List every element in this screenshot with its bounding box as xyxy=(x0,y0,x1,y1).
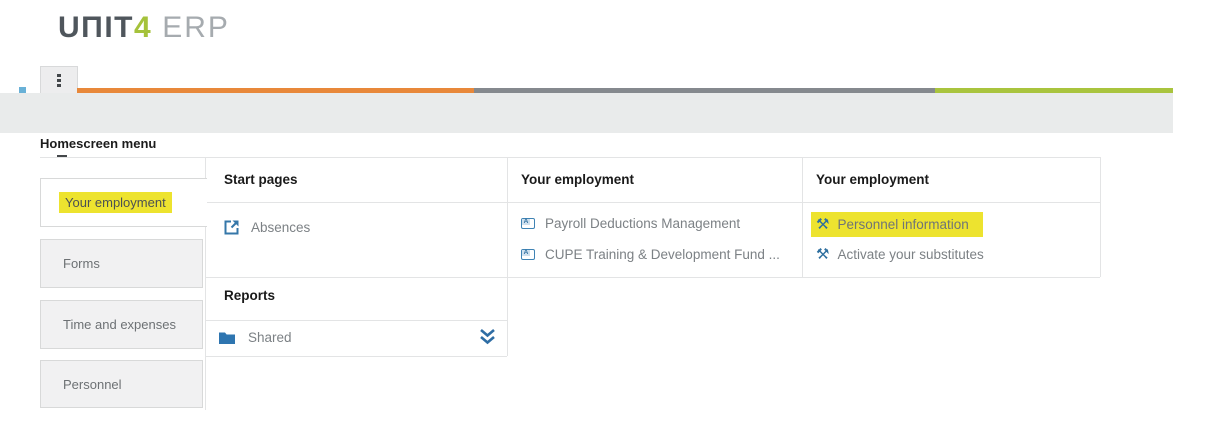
logo-product: ERP xyxy=(162,11,230,44)
accent-bar-green xyxy=(935,88,1173,93)
tools-icon: ⚒ xyxy=(816,216,830,233)
menu-item-label: Personnel information xyxy=(837,217,969,232)
reports-header: Reports xyxy=(224,288,276,303)
list-icon xyxy=(57,74,67,158)
scroll-indicator-square xyxy=(19,87,26,94)
menu-item-absences[interactable]: Absences xyxy=(222,218,310,237)
reports-bottom-line xyxy=(205,356,507,357)
start-pages-header: Start pages xyxy=(224,172,298,187)
reports-underline xyxy=(205,320,507,321)
your-employment-right-header: Your employment xyxy=(816,172,930,187)
unit4-logo: UΠIT4 ERP xyxy=(58,11,230,45)
sidebar-tab-label: Your employment xyxy=(59,192,172,213)
menu-item-shared[interactable]: Shared xyxy=(218,330,292,345)
grid-top-line xyxy=(40,157,1100,158)
window-a-icon: A xyxy=(521,249,535,260)
menu-item-label: Activate your substitutes xyxy=(837,247,984,262)
accent-bar-gray xyxy=(474,88,935,93)
column-divider-1 xyxy=(507,157,508,356)
window-a-icon: A xyxy=(521,218,535,229)
header-band xyxy=(0,93,1173,133)
folder-icon xyxy=(219,332,235,344)
your-employment-center-header: Your employment xyxy=(521,172,635,187)
sidebar-tab-time-and-expenses[interactable]: Time and expenses xyxy=(40,300,203,349)
menu-item-label: Shared xyxy=(248,330,292,345)
logo-word: UΠIT xyxy=(58,11,134,44)
accent-bar-orange xyxy=(77,88,474,93)
sidebar-tab-label: Forms xyxy=(63,256,100,271)
header-underline xyxy=(205,202,1100,203)
sidebar-tab-personnel[interactable]: Personnel xyxy=(40,360,203,408)
expand-shared-button[interactable] xyxy=(478,328,497,351)
sidebar-tab-your-employment[interactable]: Your employment xyxy=(40,178,207,227)
logo-accent: 4 xyxy=(134,11,153,44)
panel-left-border xyxy=(205,157,206,410)
tools-icon: ⚒ xyxy=(816,246,830,263)
sidebar-tab-label: Personnel xyxy=(63,376,122,392)
card-bottom-line xyxy=(205,277,1100,278)
menu-item-label: CUPE Training & Development Fund ... xyxy=(545,247,780,262)
menu-item-label: Payroll Deductions Management xyxy=(545,216,741,231)
page-title: Homescreen menu xyxy=(40,136,157,151)
menu-item-cupe-training-development-fund[interactable]: A CUPE Training & Development Fund ... xyxy=(521,247,780,262)
menu-item-payroll-deductions-management[interactable]: A Payroll Deductions Management xyxy=(521,216,740,231)
external-link-icon xyxy=(224,220,239,235)
double-chevron-down-icon xyxy=(480,329,495,345)
panel-right-border xyxy=(1100,157,1101,277)
column-divider-2 xyxy=(802,157,803,277)
sidebar-tab-forms[interactable]: Forms xyxy=(40,239,203,288)
homescreen-menu-tab[interactable] xyxy=(40,66,78,158)
sidebar-tab-label: Time and expenses xyxy=(63,317,176,332)
menu-item-label: Absences xyxy=(251,220,311,235)
menu-item-activate-your-substitutes[interactable]: ⚒ Activate your substitutes xyxy=(816,247,984,262)
menu-item-personnel-information[interactable]: ⚒ Personnel information xyxy=(811,212,983,237)
